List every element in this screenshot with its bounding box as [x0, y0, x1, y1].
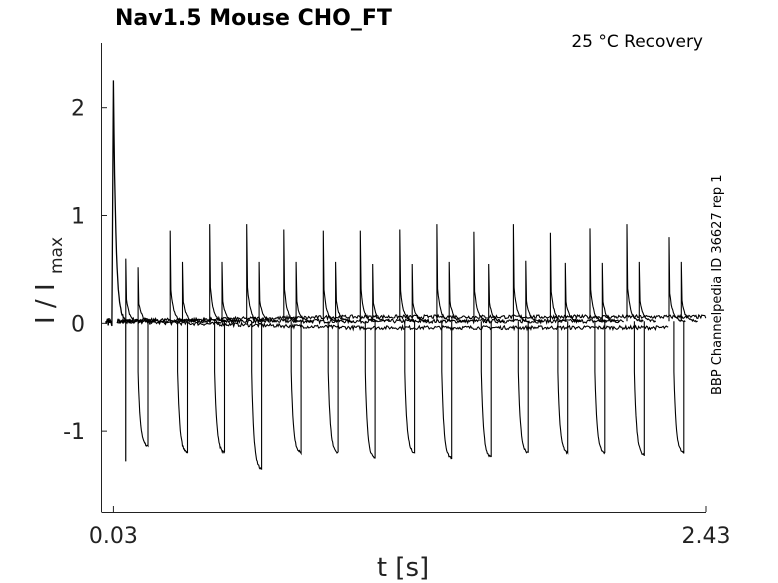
- baseline-trace: [116, 317, 624, 326]
- up-pulse: [564, 262, 582, 323]
- up-pulse: [359, 230, 378, 323]
- up-pulse: [601, 262, 620, 323]
- x-tick-label: 0.03: [89, 524, 138, 549]
- down-pulse: [214, 321, 226, 454]
- down-pulse: [441, 321, 453, 460]
- x-tick-label: 2.43: [682, 524, 731, 549]
- baseline-trace: [116, 313, 707, 324]
- up-pulse: [283, 229, 301, 323]
- up-pulse: [638, 261, 657, 323]
- up-pulse: [125, 258, 143, 323]
- up-pulse: [181, 261, 200, 323]
- up-pulse: [680, 261, 698, 323]
- up-pulse: [221, 261, 239, 323]
- x-axis-label: t [s]: [377, 553, 429, 583]
- up-pulse: [411, 263, 430, 323]
- down-pulse: [327, 321, 339, 454]
- y-tick-label: 0: [71, 312, 85, 337]
- down-pulse: [480, 321, 492, 458]
- traces: [105, 80, 707, 470]
- down-pulse: [673, 321, 685, 454]
- up-pulse: [399, 229, 417, 323]
- y-tick-label: -1: [63, 420, 85, 445]
- y-tick-label: 1: [71, 205, 85, 230]
- up-pulse: [448, 261, 466, 323]
- y-ticks: -1 0 1 2: [63, 97, 107, 445]
- up-pulse: [488, 263, 506, 323]
- initial-pulse: [105, 80, 133, 327]
- side-label: BBP Channelpedia ID 36627 rep 1: [710, 174, 725, 395]
- chart-annotation: 25 °C Recovery: [571, 32, 703, 52]
- down-pulse: [633, 321, 645, 457]
- up-pulse: [549, 232, 567, 323]
- x-ticks: 0.03 2.43: [89, 506, 731, 549]
- up-pulse: [668, 237, 686, 323]
- down-pulse: [594, 321, 606, 455]
- axes: [101, 43, 706, 513]
- up-pulse: [322, 230, 341, 322]
- up-pulse: [295, 261, 313, 323]
- up-pulse: [258, 261, 276, 323]
- down-pulse: [177, 321, 189, 454]
- down-pulse: [364, 321, 376, 459]
- up-pulse: [473, 231, 491, 323]
- up-pulse: [335, 261, 353, 323]
- chart-title: Nav1.5 Mouse CHO_FT: [115, 6, 392, 31]
- up-pulse: [246, 224, 264, 323]
- up-pulse: [512, 224, 530, 323]
- down-pulse: [290, 321, 302, 456]
- down-pulse: [557, 321, 569, 455]
- y-axis-label-sub: max: [47, 237, 67, 274]
- up-pulse: [137, 267, 155, 323]
- down-pulse: [404, 321, 416, 454]
- up-pulse: [525, 260, 543, 323]
- up-pulse: [209, 224, 226, 323]
- down-pulse: [137, 321, 149, 448]
- up-pulse: [372, 263, 390, 323]
- up-pulse: [169, 230, 187, 322]
- up-pulse: [436, 224, 454, 323]
- baseline-trace: [116, 318, 669, 332]
- up-pulse: [589, 228, 607, 323]
- y-axis-label-main: I / I: [31, 283, 61, 324]
- down-pulse: [251, 321, 263, 470]
- down-pulse: [517, 321, 529, 454]
- y-axis-label: I / I max: [31, 237, 67, 324]
- y-tick-label: 2: [71, 97, 85, 122]
- up-pulse: [626, 224, 644, 323]
